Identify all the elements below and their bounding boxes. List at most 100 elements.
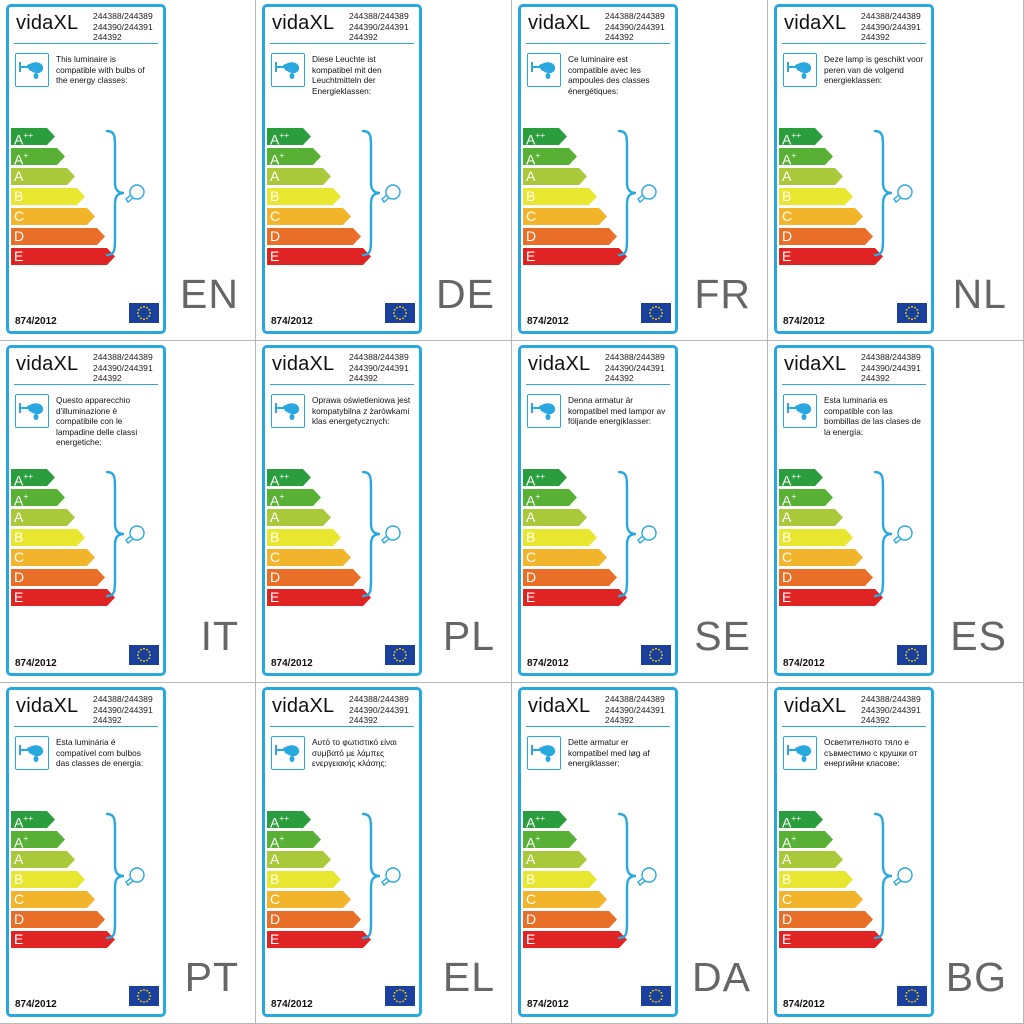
energy-class-1: A+: [267, 831, 371, 851]
energy-class-scale: A++ A+ A B C D E: [523, 128, 627, 268]
regulation-number: 874/2012: [783, 999, 825, 1010]
energy-class-1: A+: [523, 831, 627, 851]
energy-class-letter: A++: [782, 471, 802, 489]
energy-class-letter: A: [14, 509, 24, 525]
lamp-icon-box: [527, 53, 561, 87]
eu-flag: [641, 986, 671, 1011]
brace-bulb-graphic: [353, 468, 405, 603]
energy-class-letter: C: [782, 208, 793, 224]
energy-class-letter: D: [782, 569, 793, 585]
energy-class-letter: A+: [14, 150, 29, 168]
energy-class-2: A: [11, 168, 115, 185]
energy-class-letter: A+: [526, 150, 541, 168]
compatibility-text: Denna armatur är kompatibel med lampor a…: [568, 395, 666, 427]
energy-class-2: A: [267, 509, 371, 526]
label-cell-pl: vidaXL 244388/244389 244390/244391 244392 Op…: [256, 341, 512, 683]
energy-class-6: E: [11, 931, 115, 948]
energy-class-letter: A+: [782, 833, 797, 851]
energy-label-card: vidaXL 244388/244389 244390/244391 244392 Es…: [774, 345, 934, 676]
eu-flag: [897, 645, 927, 670]
header-divider: [782, 43, 926, 44]
energy-class-3: B: [267, 871, 371, 888]
eu-flag: [897, 986, 927, 1011]
energy-label-card: vidaXL 244388/244389 244390/244391 244392 Qu…: [6, 345, 166, 676]
eu-flag: [385, 645, 415, 670]
eu-flag-icon: [385, 303, 415, 323]
product-codes: 244388/244389 244390/244391 244392: [605, 352, 679, 384]
energy-class-5: D: [779, 911, 883, 928]
lamp-icon-box: [15, 394, 49, 428]
energy-class-2: A: [779, 509, 883, 526]
brand-name: vidaXL: [528, 353, 591, 375]
energy-class-letter: A+: [270, 150, 285, 168]
energy-class-letter: A: [14, 168, 24, 184]
lamp-icon: [531, 62, 556, 79]
brace-bulb-graphic: [609, 810, 661, 945]
energy-class-0: A++: [779, 469, 883, 489]
brace-icon: [361, 470, 401, 598]
lamp-icon: [275, 403, 300, 420]
energy-class-6: E: [523, 589, 627, 606]
energy-class-letter: A++: [14, 130, 34, 148]
eu-flag-icon: [385, 645, 415, 665]
product-code: 244388/244389: [93, 694, 153, 704]
header-divider: [526, 384, 670, 385]
language-code: DA: [692, 954, 751, 1000]
energy-class-letter: B: [782, 529, 792, 545]
energy-class-letter: B: [270, 871, 280, 887]
energy-class-1: A+: [11, 148, 115, 168]
energy-class-scale: A++ A+ A B C D E: [779, 811, 883, 951]
energy-class-3: B: [523, 871, 627, 888]
eu-flag: [129, 303, 159, 328]
energy-class-4: C: [779, 549, 883, 566]
energy-class-letter: D: [270, 228, 281, 244]
energy-class-letter: A++: [270, 813, 290, 831]
brace-icon: [105, 470, 145, 598]
energy-class-letter: A+: [14, 833, 29, 851]
energy-class-3: B: [523, 529, 627, 546]
eu-flag-icon: [897, 986, 927, 1006]
energy-class-letter: E: [782, 589, 792, 605]
product-codes: 244388/244389 244390/244391 244392: [93, 694, 167, 726]
eu-flag-icon: [129, 986, 159, 1006]
bulb-icon: [125, 867, 145, 887]
energy-class-4: C: [267, 549, 371, 566]
energy-label-card: vidaXL 244388/244389 244390/244391 244392 De…: [774, 4, 934, 334]
bulb-icon: [125, 184, 145, 204]
product-code: 244390/244391: [861, 21, 921, 32]
energy-class-5: D: [11, 911, 115, 928]
energy-class-letter: A+: [526, 833, 541, 851]
product-code: 244392: [93, 373, 122, 383]
energy-class-letter: A++: [526, 471, 546, 489]
energy-class-0: A++: [523, 128, 627, 148]
eu-flag-icon: [641, 645, 671, 665]
energy-class-1: A+: [523, 148, 627, 168]
energy-class-scale: A++ A+ A B C D E: [779, 469, 883, 609]
product-code: 244390/244391: [861, 362, 921, 373]
energy-class-letter: C: [526, 891, 537, 907]
compatibility-text: Questo apparecchio d'illuminazione è com…: [56, 395, 138, 448]
energy-class-letter: E: [782, 931, 792, 947]
bulb-icon: [893, 184, 913, 204]
energy-class-letter: B: [782, 188, 792, 204]
regulation-number: 874/2012: [783, 316, 825, 327]
label-cell-nl: vidaXL 244388/244389 244390/244391 244392 De…: [768, 0, 1024, 341]
energy-class-4: C: [523, 891, 627, 908]
energy-class-4: C: [779, 891, 883, 908]
energy-class-5: D: [523, 911, 627, 928]
lamp-icon: [787, 403, 812, 420]
energy-class-6: E: [779, 931, 883, 948]
energy-class-2: A: [11, 851, 115, 868]
product-code: 244392: [605, 715, 634, 725]
energy-class-scale: A++ A+ A B C D E: [267, 128, 371, 268]
product-code: 244392: [349, 373, 378, 383]
energy-class-letter: B: [526, 529, 536, 545]
energy-class-0: A++: [11, 128, 115, 148]
lamp-icon: [19, 745, 44, 762]
product-code: 244390/244391: [93, 704, 153, 715]
energy-label-card: vidaXL 244388/244389 244390/244391 244392 Op…: [262, 345, 422, 676]
energy-class-letter: A: [526, 168, 536, 184]
brace-bulb-graphic: [609, 468, 661, 603]
regulation-number: 874/2012: [527, 316, 569, 327]
